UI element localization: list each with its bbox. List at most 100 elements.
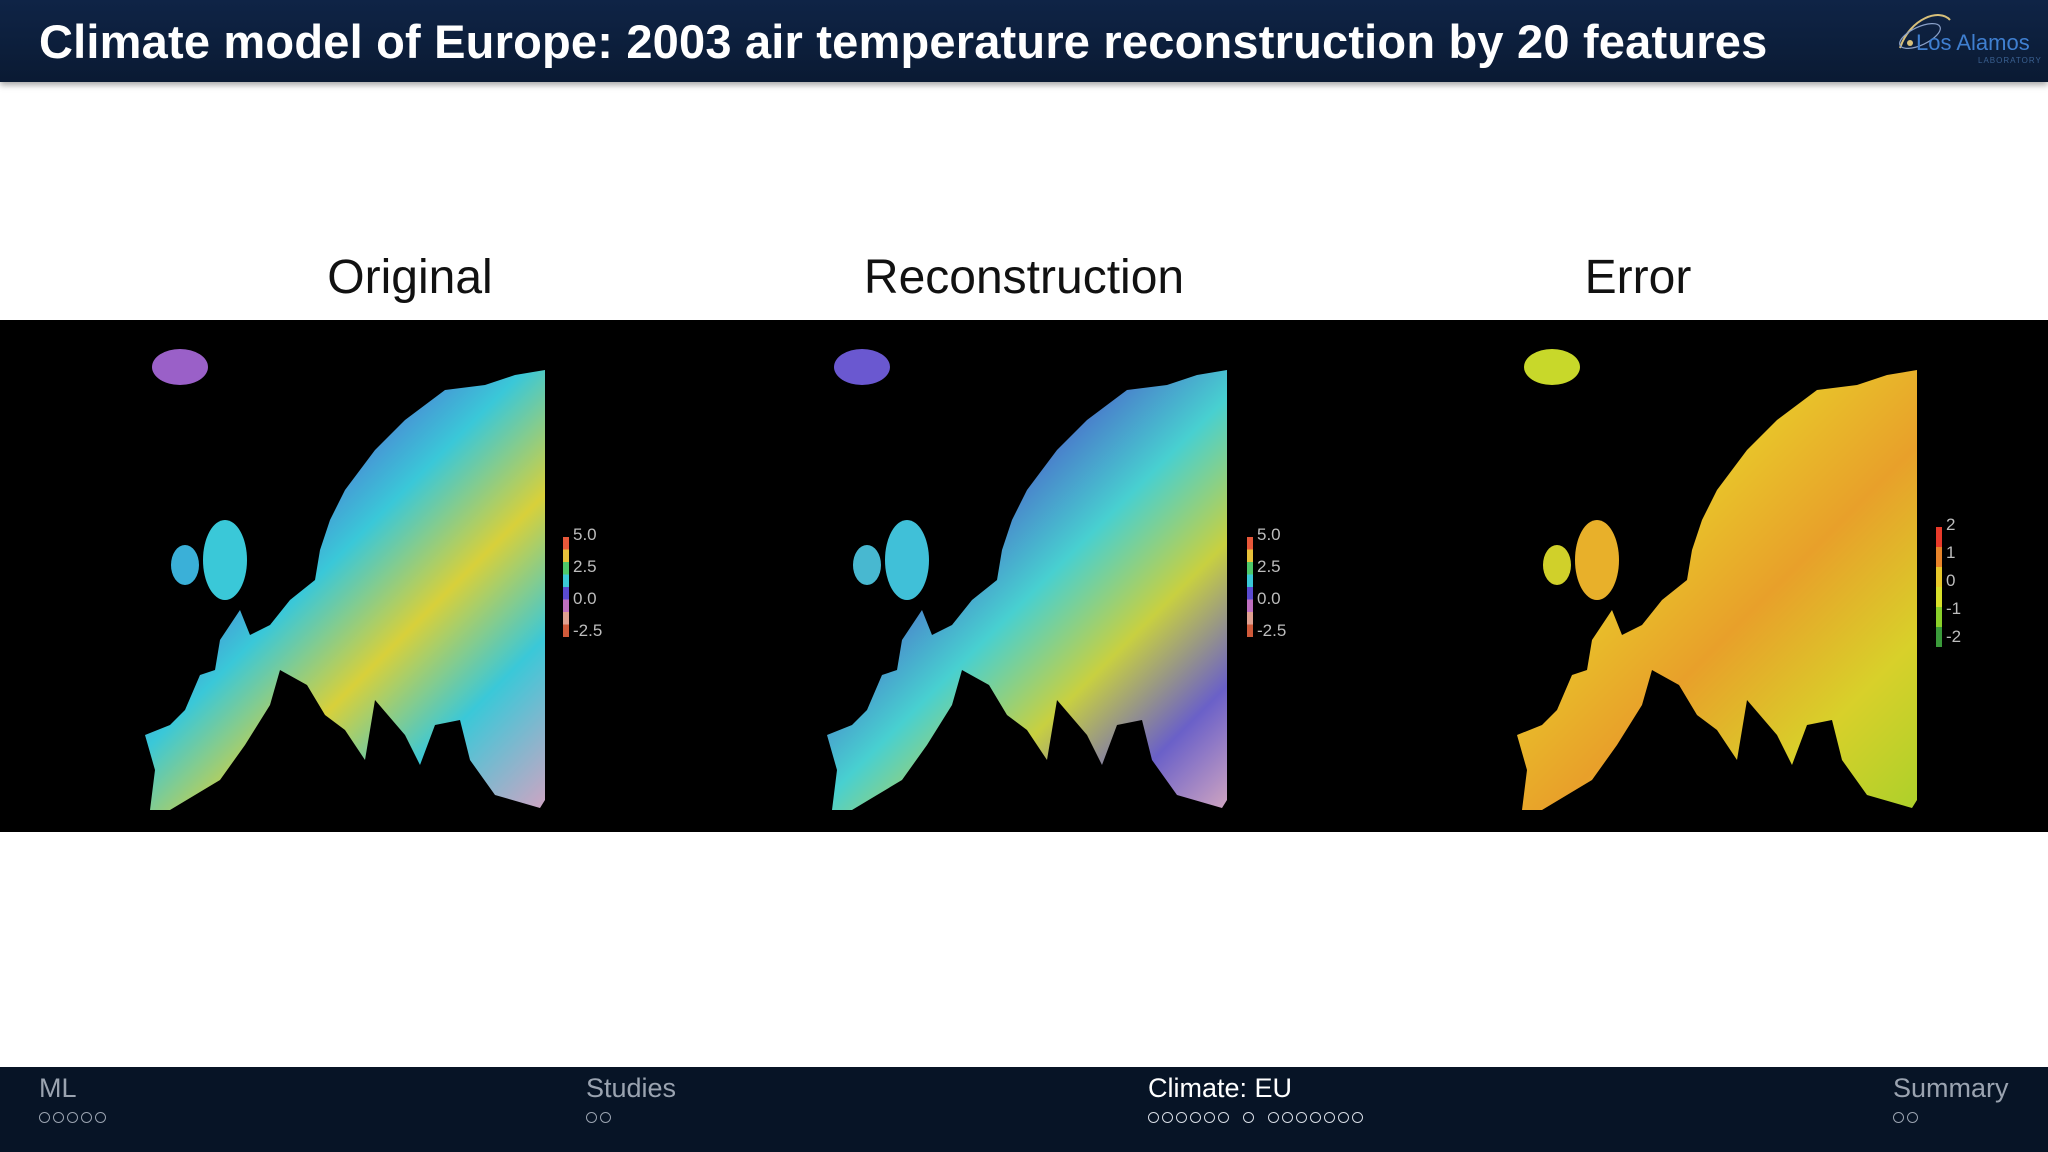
nav-section-label[interactable]: Climate: EU — [1148, 1073, 1293, 1103]
iceland-shape — [152, 349, 208, 385]
nav-slide-dot[interactable] — [1218, 1112, 1229, 1123]
colorbar-segment — [563, 574, 569, 588]
nav-slide-dot[interactable] — [53, 1112, 64, 1123]
colorbar-tick: 0.0 — [1257, 589, 1281, 608]
nav-section-climate-eu[interactable]: Climate: EU — [1148, 1073, 1363, 1123]
logo-subtext: LABORATORY — [1978, 56, 2042, 65]
colorbar-segment — [1247, 599, 1253, 613]
colorbar-segment — [563, 587, 569, 600]
header-bar: Climate model of Europe: 2003 air temper… — [0, 0, 2048, 82]
nav-slide-dot[interactable] — [1893, 1112, 1904, 1123]
nav-slide-dot[interactable] — [1282, 1112, 1293, 1123]
colorbar-original-gradient — [563, 537, 569, 638]
nav-slide-dot[interactable] — [586, 1112, 597, 1123]
nav-slide-dot[interactable] — [1148, 1112, 1159, 1123]
nav-slide-dot[interactable] — [39, 1112, 50, 1123]
ireland-shape — [853, 545, 881, 585]
britain-shape — [885, 520, 929, 600]
nav-slide-dot[interactable] — [600, 1112, 611, 1123]
iceland-shape — [834, 349, 890, 385]
colorbar-original: 5.0 2.5 0.0 -2.5 — [563, 525, 602, 642]
colorbar-error-gradient — [1936, 527, 1942, 648]
nav-dots[interactable] — [586, 1112, 676, 1123]
nav-slide-dot[interactable] — [67, 1112, 78, 1123]
britain-shape — [1575, 520, 1619, 600]
logo-text: Los Alamos — [1916, 30, 2030, 55]
nav-section-ml[interactable]: ML — [39, 1073, 106, 1123]
colorbar-segment — [563, 612, 569, 625]
nav-slide-dot[interactable] — [1176, 1112, 1187, 1123]
colorbar-segment — [1247, 612, 1253, 625]
nav-dots[interactable] — [1893, 1112, 2009, 1123]
nav-slide-dot[interactable] — [1324, 1112, 1335, 1123]
nav-slide-dot[interactable] — [81, 1112, 92, 1123]
colorbar-tick: 2 — [1946, 515, 1956, 534]
colorbar-tick: -2 — [1946, 627, 1962, 646]
colorbar-tick: 2.5 — [1257, 557, 1281, 576]
nav-section-label[interactable]: Summary — [1893, 1073, 2009, 1103]
nav-slide-dot[interactable] — [1190, 1112, 1201, 1123]
colorbar-segment — [1936, 627, 1942, 648]
colorbar-segment — [563, 537, 569, 550]
nav-dot-group — [586, 1112, 611, 1123]
nav-slide-dot[interactable] — [1310, 1112, 1321, 1123]
colorbar-segment — [1247, 549, 1253, 563]
colorbar-tick: 5.0 — [1257, 525, 1281, 544]
colorbar-tick: 2.5 — [573, 557, 597, 576]
panel-title-reconstruction: Reconstruction — [863, 251, 1185, 304]
nav-slide-dot[interactable] — [1268, 1112, 1279, 1123]
footer-nav-bar — [0, 1067, 2048, 1152]
nav-section-studies[interactable]: Studies — [586, 1073, 676, 1123]
nav-slide-dot[interactable] — [1296, 1112, 1307, 1123]
colorbar-segment — [1247, 574, 1253, 588]
colorbar-tick: 1 — [1946, 543, 1956, 562]
panel-title-original: Original — [327, 251, 493, 304]
nav-dot-group — [39, 1112, 106, 1123]
colorbar-segment — [563, 549, 569, 563]
colorbar-tick: 0 — [1946, 571, 1956, 590]
britain-shape — [203, 520, 247, 600]
colorbar-segment — [563, 562, 569, 575]
colorbar-segment — [1936, 527, 1942, 548]
nav-dot-group — [1148, 1112, 1229, 1123]
nav-slide-dot[interactable] — [1907, 1112, 1918, 1123]
nav-slide-dot[interactable] — [1338, 1112, 1349, 1123]
ireland-shape — [1543, 545, 1571, 585]
colorbar-segment — [1936, 587, 1942, 608]
logo-swoosh-icon — [1899, 14, 1951, 49]
colorbar-segment — [1247, 562, 1253, 575]
nav-dots[interactable] — [1148, 1112, 1363, 1123]
nav-dot-group — [1893, 1112, 1918, 1123]
colorbar-tick: 0.0 — [573, 589, 597, 608]
map-error — [1517, 349, 1917, 810]
ireland-shape — [171, 545, 199, 585]
colorbar-segment — [1936, 607, 1942, 628]
nav-section-label[interactable]: Studies — [586, 1073, 677, 1103]
nav-slide-dot[interactable] — [1204, 1112, 1215, 1123]
colorbar-reconstruction: 5.0 2.5 0.0 -2.5 — [1247, 525, 1286, 642]
colorbar-reconstruction-gradient — [1247, 537, 1253, 638]
los-alamos-logo: Los Alamos LABORATORY — [1890, 8, 2042, 70]
nav-slide-dot[interactable] — [95, 1112, 106, 1123]
map-reconstruction — [827, 349, 1227, 810]
nav-section-label[interactable]: ML — [39, 1073, 77, 1103]
panel-title-error: Error — [1584, 251, 1692, 304]
nav-dots[interactable] — [39, 1112, 106, 1123]
colorbar-segment — [1936, 547, 1942, 568]
nav-section-summary[interactable]: Summary — [1893, 1073, 2009, 1123]
map-original — [145, 349, 545, 810]
colorbar-segment — [1247, 624, 1253, 638]
colorbar-tick: -1 — [1946, 599, 1962, 618]
colorbar-segment — [563, 599, 569, 613]
colorbar-tick: 5.0 — [573, 525, 597, 544]
nav-slide-dot[interactable] — [1162, 1112, 1173, 1123]
colorbar-segment — [1247, 537, 1253, 550]
slide-title: Climate model of Europe: 2003 air temper… — [39, 15, 1768, 68]
nav-dot-group — [1243, 1112, 1254, 1123]
colorbar-tick: -2.5 — [1257, 621, 1287, 640]
nav-slide-dot[interactable] — [1352, 1112, 1363, 1123]
nav-slide-dot[interactable] — [1243, 1112, 1254, 1123]
colorbar-error: 2 1 0 -1 -2 — [1936, 515, 1961, 652]
colorbar-segment — [1936, 567, 1942, 588]
iceland-shape — [1524, 349, 1580, 385]
